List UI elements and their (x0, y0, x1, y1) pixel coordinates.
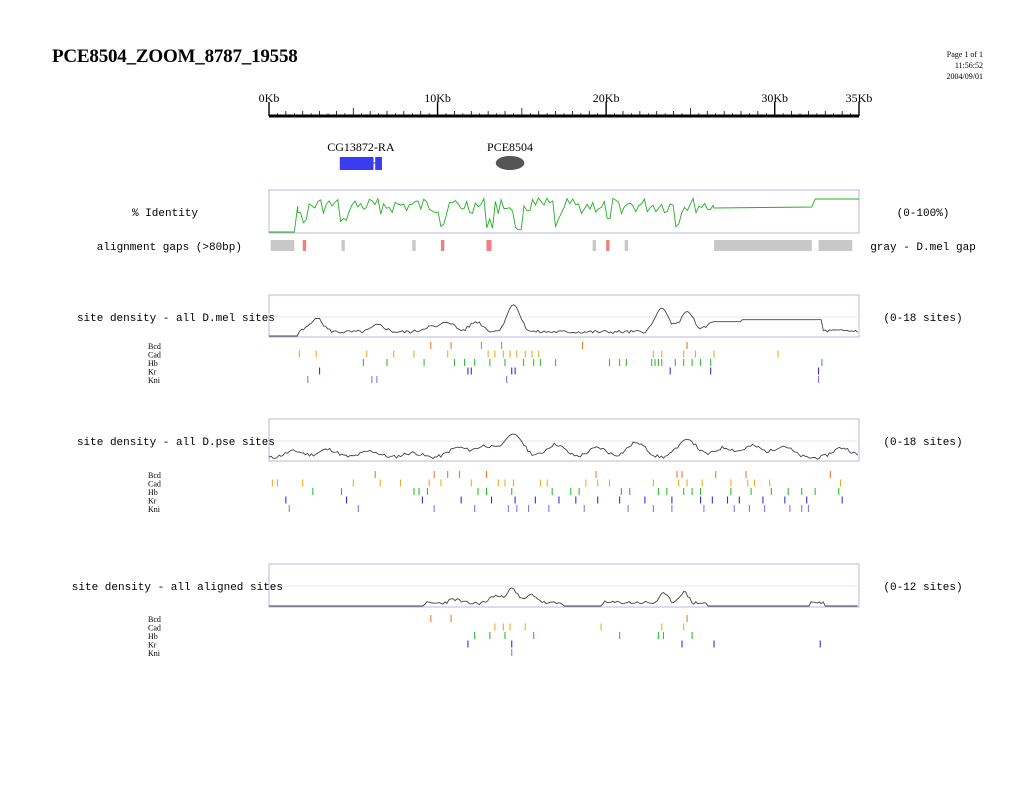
gap-gray (624, 240, 629, 251)
identity-range: (0-100%) (897, 208, 950, 220)
tf-label: Cad (148, 624, 161, 633)
tf-label: Hb (148, 488, 158, 497)
track-aligned: site density - all aligned sites (0-12 si… (72, 563, 963, 658)
identity-curve (269, 196, 859, 233)
gene-exon (375, 157, 382, 170)
feature-track: CG13872-RA PCE8504 (327, 140, 533, 170)
density-frame (268, 418, 860, 462)
tf-label: Kr (148, 497, 157, 506)
page-title: PCE8504_ZOOM_8787_19558 (52, 46, 298, 67)
tf-label: Hb (148, 359, 158, 368)
element-label: PCE8504 (487, 140, 533, 154)
gap-gray (341, 240, 345, 251)
gap-gray (270, 240, 295, 251)
tf-label: Bcd (148, 342, 161, 351)
gap-red (486, 240, 492, 251)
tf-label: Kni (148, 649, 161, 658)
ruler-label: 35Kb (846, 91, 873, 105)
tf-label: Hb (148, 632, 158, 641)
track-dmel: site density - all D.mel sites (0-18 site… (77, 294, 963, 385)
gaps-legend: gray - D.mel gap (870, 242, 976, 254)
gap-gray (818, 240, 853, 251)
gap-red (606, 240, 610, 251)
tf-label: Bcd (148, 471, 161, 480)
gap-red (440, 240, 445, 251)
tf-label: Cad (148, 480, 161, 489)
density-label: site density - all aligned sites (72, 582, 283, 594)
density-curve (269, 304, 859, 337)
gap-red (302, 240, 307, 251)
gap-gray (714, 240, 812, 251)
ruler-label: 20Kb (593, 91, 620, 105)
print-time: 11:56:52 (954, 61, 983, 70)
density-label: site density - all D.mel sites (77, 313, 275, 325)
tf-label: Kr (148, 368, 157, 377)
tf-label: Kni (148, 376, 161, 385)
density-range: (0-18 sites) (883, 437, 962, 449)
density-label: site density - all D.pse sites (77, 437, 275, 449)
site-density-tracks: site density - all D.mel sites (0-18 site… (72, 294, 963, 658)
kb-ruler: 0Kb 10Kb 20Kb 30Kb 35Kb (259, 91, 873, 118)
tf-label: Kni (148, 505, 161, 514)
identity-frame (268, 189, 860, 234)
density-curve (268, 433, 859, 460)
density-range: (0-12 sites) (883, 582, 962, 594)
ruler-label: 10Kb (424, 91, 451, 105)
gap-gray (412, 240, 416, 251)
gap-gray (592, 240, 597, 251)
gaps-label: alignment gaps (>80bp) (97, 242, 242, 254)
ruler-label: 0Kb (259, 91, 280, 105)
density-curve (269, 587, 858, 607)
tf-label: Kr (148, 641, 157, 650)
tf-label: Cad (148, 351, 161, 360)
element-marker (495, 156, 525, 170)
track-dpse: site density - all D.pse sites (0-18 site… (77, 418, 963, 514)
print-date: 2004/09/01 (946, 72, 983, 81)
gene-exon (339, 157, 374, 170)
identity-label: % Identity (132, 208, 198, 220)
identity-track: % Identity (0-100%) (132, 189, 950, 234)
density-frame (268, 294, 860, 338)
density-range: (0-18 sites) (883, 313, 962, 325)
gene-label: CG13872-RA (327, 140, 395, 154)
page-number: Page 1 of 1 (946, 50, 983, 59)
tf-label: Bcd (148, 615, 161, 624)
alignment-gaps-track: alignment gaps (>80bp) gray - D.mel gap (97, 240, 976, 254)
ruler-label: 30Kb (761, 91, 788, 105)
